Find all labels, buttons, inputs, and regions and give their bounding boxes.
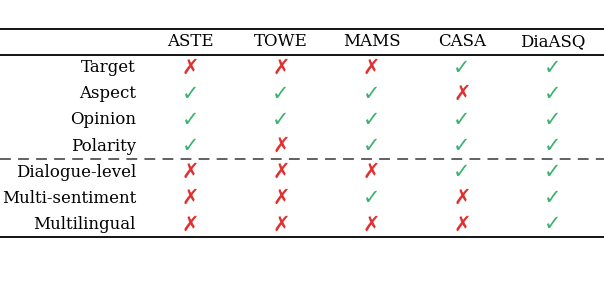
Text: Multi-sentiment: Multi-sentiment xyxy=(2,190,136,207)
Text: ✓: ✓ xyxy=(363,84,380,104)
Text: ✓: ✓ xyxy=(544,58,561,78)
Text: ✓: ✓ xyxy=(544,214,561,234)
Text: ✗: ✗ xyxy=(272,214,289,234)
Text: Aspect: Aspect xyxy=(79,85,136,102)
Text: ✓: ✓ xyxy=(544,136,561,156)
Text: ✗: ✗ xyxy=(363,58,380,78)
Text: ✗: ✗ xyxy=(182,214,199,234)
Text: ASTE: ASTE xyxy=(167,33,214,50)
Text: ✗: ✗ xyxy=(182,58,199,78)
Text: ✗: ✗ xyxy=(454,214,471,234)
Text: ✓: ✓ xyxy=(272,84,289,104)
Text: Polarity: Polarity xyxy=(71,138,136,154)
Text: ✓: ✓ xyxy=(454,162,471,182)
Text: CASA: CASA xyxy=(438,33,486,50)
Text: ✓: ✓ xyxy=(182,110,199,130)
Text: ✗: ✗ xyxy=(363,214,380,234)
Text: ✓: ✓ xyxy=(454,136,471,156)
Text: ✓: ✓ xyxy=(182,84,199,104)
Text: ✓: ✓ xyxy=(363,110,380,130)
Text: Opinion: Opinion xyxy=(70,112,136,128)
Text: ✓: ✓ xyxy=(363,136,380,156)
Text: ✓: ✓ xyxy=(454,110,471,130)
Text: ✓: ✓ xyxy=(544,188,561,208)
Text: ✓: ✓ xyxy=(454,58,471,78)
Text: ✓: ✓ xyxy=(363,188,380,208)
Text: ✓: ✓ xyxy=(544,110,561,130)
Text: MAMS: MAMS xyxy=(342,33,400,50)
Text: ✓: ✓ xyxy=(182,136,199,156)
Text: ✗: ✗ xyxy=(272,58,289,78)
Text: Target: Target xyxy=(81,59,136,76)
Text: Dialogue-level: Dialogue-level xyxy=(16,164,136,181)
Text: ✗: ✗ xyxy=(272,162,289,182)
Text: ✗: ✗ xyxy=(363,162,380,182)
Text: Multilingual: Multilingual xyxy=(34,216,136,233)
Text: DiaASQ: DiaASQ xyxy=(520,33,585,50)
Text: ✓: ✓ xyxy=(544,84,561,104)
Text: ✗: ✗ xyxy=(454,188,471,208)
Text: ✗: ✗ xyxy=(182,162,199,182)
Text: ✗: ✗ xyxy=(182,188,199,208)
Text: ✓: ✓ xyxy=(544,162,561,182)
Text: ✗: ✗ xyxy=(272,136,289,156)
Text: TOWE: TOWE xyxy=(254,33,308,50)
Text: ✗: ✗ xyxy=(454,84,471,104)
Text: ✓: ✓ xyxy=(272,110,289,130)
Text: ✗: ✗ xyxy=(272,188,289,208)
